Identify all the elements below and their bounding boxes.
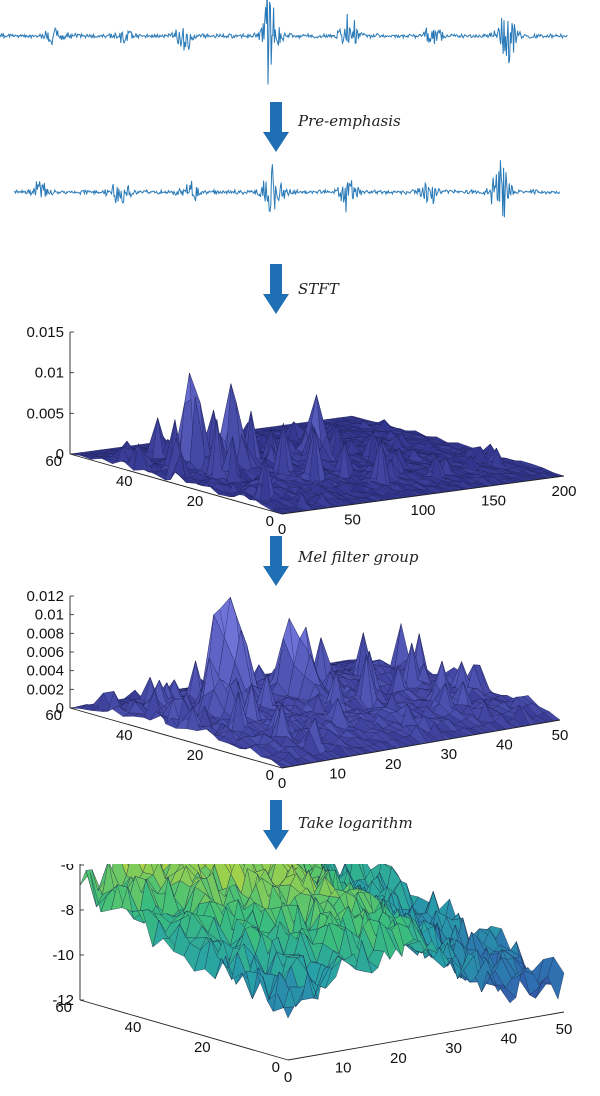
z-tick-label: 0.005 [26,405,64,422]
y-tick-label: 40 [116,473,133,490]
surface-facet [266,864,274,878]
step-mel-filter: Mel filter group [0,530,600,590]
x-axis-line [287,1011,565,1061]
z-tick-label: 0.015 [26,326,64,341]
y-axis-line [79,999,289,1061]
surface-facet [138,864,146,873]
surface-facet [121,864,130,877]
y-tick-label: 20 [194,1039,211,1056]
pre-emphasized-waveform-line [13,160,561,218]
x-tick-label: 50 [552,727,569,744]
y-axis-line [69,453,283,515]
y-tick-label: 20 [187,493,204,510]
x-tick-label: 100 [410,502,435,519]
x-tick-label: 20 [390,1050,407,1067]
x-tick-label: 200 [551,483,576,500]
stft-surface [69,372,565,515]
surface-facet [202,864,207,867]
x-tick-label: 50 [344,512,361,529]
y-tick-label: 0 [266,513,274,530]
surface-facet [547,956,565,1000]
x-tick-label: 40 [496,737,513,754]
mel-axes: 01020304050020406000.0020.0040.0060.0080… [26,588,568,792]
z-tick-label: 0.004 [26,663,64,680]
y-tick-label: 40 [116,727,133,744]
x-tick-label: 30 [445,1040,462,1057]
y-tick-label: 40 [125,1019,142,1036]
y-tick-label: 0 [272,1059,280,1076]
y-tick-label: 60 [55,999,72,1016]
y-tick-label: 20 [187,747,204,764]
y-tick-label: 60 [45,707,62,724]
z-tick-label: 0 [56,700,64,717]
x-tick-label: 20 [385,756,402,773]
z-tick-label: -12 [52,992,74,1009]
z-tick-label: 0.01 [35,365,64,382]
down-arrow-icon [263,264,289,314]
z-tick-label: 0.006 [26,644,64,661]
step-label: Take logarithm [298,814,413,832]
x-tick-label: 0 [284,1069,292,1086]
mel-surface [69,596,561,769]
z-tick-label: 0.002 [26,681,64,698]
step-label: STFT [298,280,339,298]
z-tick-label: -10 [52,947,74,964]
step-pre-emphasis: Pre-emphasis [0,96,600,156]
raw-waveform-line [0,0,568,85]
down-arrow-icon [263,536,289,586]
pre-emphasized-waveform [13,160,561,218]
x-tick-label: 150 [481,493,506,510]
y-tick-label: 0 [266,767,274,784]
raw-waveform [0,0,568,85]
z-tick-label: -8 [61,902,74,919]
y-axis-line [69,707,283,769]
z-tick-label: -6 [61,864,74,874]
z-tick-label: 0.008 [26,625,64,642]
log-surface [79,864,565,1019]
x-tick-label: 40 [500,1031,517,1048]
mel-surface-plot: 01020304050020406000.0020.0040.0060.0080… [26,588,568,792]
z-tick-label: 0.01 [35,607,64,624]
x-tick-label: 0 [278,521,286,536]
x-tick-label: 30 [440,746,457,763]
surface-facet [127,864,129,865]
x-tick-label: 50 [556,1021,573,1038]
down-arrow-icon [263,102,289,152]
x-axis-line [281,719,561,769]
z-tick-label: 0 [56,446,64,463]
x-axis-line [281,475,565,515]
step-logarithm: Take logarithm [0,794,600,854]
down-arrow-icon [263,800,289,850]
step-stft: STFT [0,258,600,318]
x-tick-label: 10 [335,1059,352,1076]
x-tick-label: 10 [329,765,346,782]
step-label: Mel filter group [298,548,419,566]
step-label: Pre-emphasis [298,112,401,130]
y-tick-label: 60 [45,453,62,470]
x-tick-label: 0 [278,775,286,792]
z-tick-label: 0.012 [26,588,64,605]
